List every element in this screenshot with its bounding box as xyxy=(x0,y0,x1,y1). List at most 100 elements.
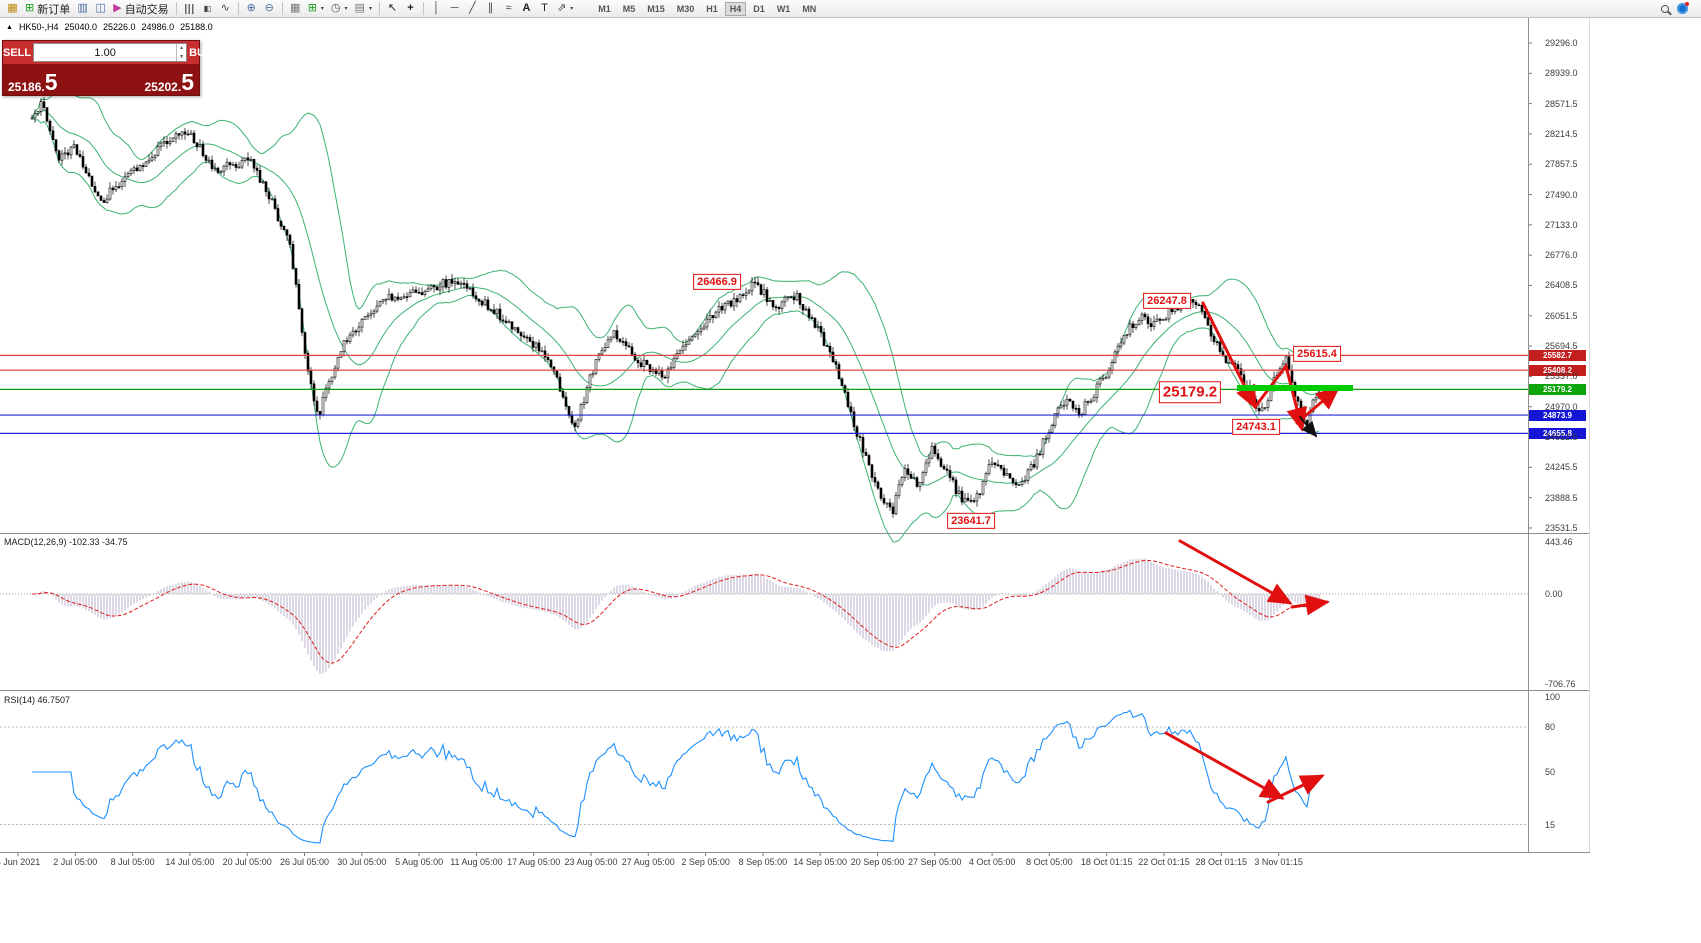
toolbar-separator xyxy=(237,2,239,15)
zoom-out-button[interactable]: ⊖ xyxy=(261,1,278,17)
symbol-period-label: HK50-,H4 xyxy=(18,22,59,32)
buy-price: 25202. 5 xyxy=(144,69,194,96)
cursor-tool-button[interactable]: ↖ xyxy=(384,1,401,17)
indicators-icon: ⊞ xyxy=(307,2,317,14)
label-icon: T xyxy=(541,2,548,14)
one-click-trading-panel: SELL ▲ ▼ BUY 25186.5 25202.5 xyxy=(2,40,212,96)
toolbar-separator xyxy=(422,2,424,15)
trend-arrow[interactable] xyxy=(1178,539,1293,605)
low-value: 24986.0 xyxy=(141,22,175,32)
fibonacci-icon: ≈ xyxy=(505,2,512,14)
text-tool-button[interactable]: A xyxy=(518,1,535,17)
search-button[interactable] xyxy=(1656,1,1673,17)
volume-decrease-button[interactable]: ▼ xyxy=(179,53,185,60)
label-tool-button[interactable]: T xyxy=(536,1,553,17)
frame-layer xyxy=(0,18,1590,856)
text-icon: A xyxy=(522,2,531,14)
crosshair-icon: + xyxy=(407,2,414,14)
trend-arrow[interactable] xyxy=(1253,362,1308,432)
volume-field: ▲ ▼ xyxy=(33,43,188,62)
trendline-tool-button[interactable]: ╱ xyxy=(464,1,481,17)
trend-arrow[interactable] xyxy=(1299,416,1318,438)
trend-arrow[interactable] xyxy=(1290,594,1330,616)
candlestick-icon: ▮▯ xyxy=(203,3,212,13)
line-chart-icon: ∿ xyxy=(220,2,230,14)
annotation-layer xyxy=(1164,301,1353,804)
timeframe-group: M1 M5 M15 M30 H1 H4 D1 W1 MN xyxy=(592,1,822,16)
trend-arrow[interactable] xyxy=(1266,774,1325,804)
macd-label: MACD(12,26,9) -102.33 -34.75 xyxy=(4,537,128,547)
zoom-out-icon: ⊖ xyxy=(264,2,274,14)
horizontal-line-tool-button[interactable]: ─ xyxy=(446,1,463,17)
toolbar-separator xyxy=(281,2,283,15)
vertical-line-icon: │ xyxy=(433,2,440,14)
template-icon: ▤ xyxy=(354,2,365,14)
timeframe-m30[interactable]: M30 xyxy=(676,3,695,14)
support-zone-bar[interactable] xyxy=(1237,385,1353,391)
bollinger-bands xyxy=(31,88,1320,543)
horizontal-line-icon: ─ xyxy=(450,2,459,14)
fibonacci-tool-button[interactable]: ≈ xyxy=(500,1,517,17)
trend-arrow[interactable] xyxy=(1295,386,1341,425)
trade-panel-top-row: SELL ▲ ▼ BUY xyxy=(3,41,212,64)
toolbar: ▦ ⊞ 新订单 ▥ ◫ ▶ 自动交易 ▮▯ ∿ ⊕ ⊖ ▦ ⊞ ▾ ◷ ▾ ▤ ▾ ↖… xyxy=(0,0,1701,18)
sell-button[interactable]: SELL xyxy=(3,46,32,59)
toolbar-separator xyxy=(378,2,380,15)
market-watch-icon[interactable]: ◫ xyxy=(95,2,106,14)
candles-layer xyxy=(30,97,1321,518)
timeframe-m15[interactable]: M15 xyxy=(647,3,665,14)
trendline-icon: ╱ xyxy=(469,2,476,14)
templates-button[interactable]: ▤ ▾ xyxy=(354,2,372,14)
timeframe-h1[interactable]: H1 xyxy=(706,3,718,14)
community-button[interactable] xyxy=(1674,1,1691,17)
timeframe-w1[interactable]: W1 xyxy=(776,3,791,14)
timeframe-m5[interactable]: M5 xyxy=(622,3,636,14)
panel-collapse-icon[interactable]: ▲ xyxy=(6,23,13,31)
bar-chart-icon xyxy=(184,3,194,14)
crosshair-tool-button[interactable]: + xyxy=(402,1,419,17)
charts-list-icon[interactable]: ▥ xyxy=(77,2,88,14)
autotrading-label: 自动交易 xyxy=(124,3,169,16)
chart-window-icon[interactable]: ▦ xyxy=(7,2,18,14)
timeframe-h4[interactable]: H4 xyxy=(724,1,747,16)
indicators-button[interactable]: ⊞ ▾ xyxy=(307,2,324,14)
community-icon xyxy=(1677,2,1689,14)
vertical-line-tool-button[interactable]: │ xyxy=(428,1,445,17)
search-icon xyxy=(1660,4,1669,13)
new-order-icon: ⊞ xyxy=(25,2,35,14)
chart-info-line: ▲ HK50-,H4 25040.0 25226.0 24986.0 25188… xyxy=(6,22,213,32)
rsi-label: RSI(14) 46.7507 xyxy=(4,695,71,705)
volume-input[interactable] xyxy=(34,44,177,61)
new-order-button[interactable]: ⊞ 新订单 xyxy=(22,1,73,17)
candle-chart-mode-button[interactable]: ▮▯ xyxy=(199,1,216,17)
sell-price: 25186. 5 xyxy=(8,69,58,96)
cursor-icon: ↖ xyxy=(387,2,398,14)
zoom-in-button[interactable]: ⊕ xyxy=(243,1,260,17)
zoom-in-icon: ⊕ xyxy=(246,2,256,14)
volume-increase-button[interactable]: ▲ xyxy=(179,45,185,51)
channel-icon: ∥ xyxy=(487,2,494,14)
volume-spinner: ▲ ▼ xyxy=(176,44,186,61)
trade-panel-price-row: 25186. 5 25202. 5 xyxy=(3,64,199,95)
autotrading-button[interactable]: ▶ 自动交易 xyxy=(110,1,171,17)
timeframe-mn[interactable]: MN xyxy=(802,3,817,14)
trend-arrow[interactable] xyxy=(1164,731,1285,800)
arrows-tool-button[interactable]: ⇗ ▾ xyxy=(556,2,574,14)
open-value: 25040.0 xyxy=(64,22,97,32)
toolbar-separator xyxy=(175,2,177,15)
tile-windows-button[interactable]: ▦ xyxy=(287,1,304,17)
indicator-panels-layer xyxy=(0,558,1528,844)
bar-chart-mode-button[interactable] xyxy=(181,1,198,17)
channel-tool-button[interactable]: ∥ xyxy=(482,1,499,17)
timeframe-d1[interactable]: D1 xyxy=(753,3,765,14)
new-order-label: 新订单 xyxy=(37,3,71,16)
buy-button[interactable]: BUY xyxy=(189,46,213,59)
clock-icon: ◷ xyxy=(330,2,341,14)
timeframe-m1[interactable]: M1 xyxy=(598,3,611,14)
close-value: 25188.0 xyxy=(180,22,213,32)
line-chart-mode-button[interactable]: ∿ xyxy=(217,1,234,17)
periods-button[interactable]: ◷ ▾ xyxy=(330,2,348,14)
arrow-tool-icon: ⇗ xyxy=(556,2,567,14)
